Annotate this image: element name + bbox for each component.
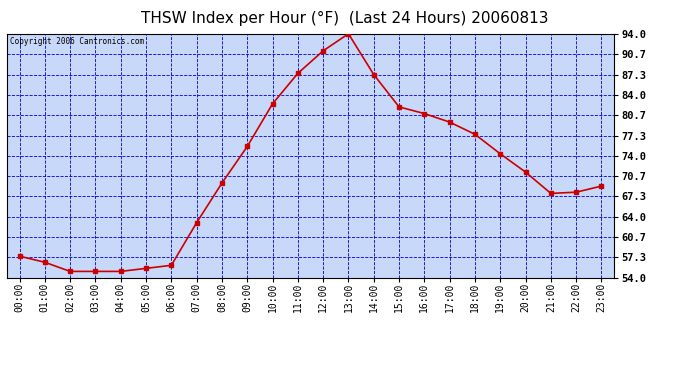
Text: THSW Index per Hour (°F)  (Last 24 Hours) 20060813: THSW Index per Hour (°F) (Last 24 Hours)… <box>141 11 549 26</box>
Text: Copyright 2006 Cantronics.com: Copyright 2006 Cantronics.com <box>10 38 144 46</box>
